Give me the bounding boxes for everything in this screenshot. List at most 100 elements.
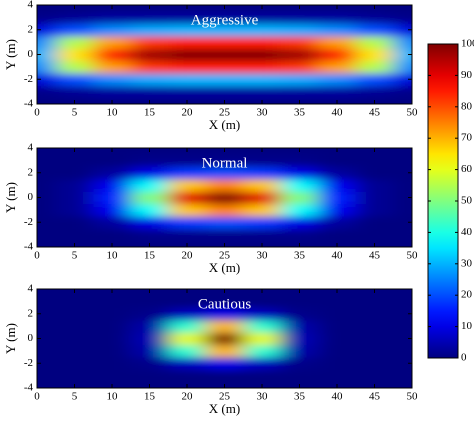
cell — [93, 216, 132, 229]
cell — [318, 319, 357, 333]
x-tick-label: 45 — [369, 250, 381, 262]
colorbar-tick-label: 10 — [461, 320, 473, 332]
chart-title: Cautious — [198, 296, 251, 312]
cell — [243, 23, 282, 37]
cell — [318, 11, 357, 25]
cell — [168, 85, 207, 99]
cell — [37, 166, 57, 180]
cell — [318, 60, 357, 74]
cell — [93, 357, 132, 370]
colorbar-tick-label: 60 — [461, 163, 473, 175]
x-tick-label: 10 — [107, 391, 119, 403]
cell — [393, 332, 412, 346]
cell — [393, 228, 412, 242]
cell — [55, 73, 94, 86]
cell — [318, 154, 357, 168]
x-tick-label: 40 — [332, 250, 344, 262]
colorbar-tick-label: 100 — [461, 38, 474, 50]
x-tick-label: 20 — [182, 250, 194, 262]
cell — [243, 48, 282, 62]
cell — [280, 369, 319, 383]
cell — [55, 166, 94, 180]
cell — [355, 357, 394, 370]
cell — [318, 178, 357, 192]
cell — [355, 344, 394, 358]
cell — [280, 60, 319, 74]
cell — [205, 154, 244, 168]
cell — [393, 48, 412, 62]
cell — [355, 85, 394, 99]
cell — [37, 203, 57, 217]
cell — [93, 295, 132, 309]
cell — [37, 216, 57, 229]
cell — [37, 48, 57, 62]
cell — [55, 48, 94, 62]
cell — [130, 332, 169, 346]
cell — [55, 332, 94, 346]
cell — [37, 240, 57, 247]
cell — [168, 319, 207, 333]
cell — [168, 191, 207, 205]
cell — [393, 154, 412, 168]
y-tick-label: 4 — [28, 0, 34, 11]
x-tick-label: 10 — [107, 250, 119, 262]
cell — [318, 166, 357, 180]
cell — [130, 369, 169, 383]
cell — [37, 23, 57, 37]
cell — [130, 35, 169, 49]
y-tick-label: 2 — [28, 307, 34, 319]
cell — [393, 344, 412, 358]
y-axis-label: Y (m) — [3, 323, 18, 354]
cell — [130, 319, 169, 333]
cell — [93, 369, 132, 383]
x-tick-label: 30 — [257, 107, 269, 119]
cell — [55, 228, 94, 242]
x-tick-label: 25 — [219, 107, 231, 119]
cell — [205, 307, 244, 321]
y-tick-label: -4 — [24, 98, 34, 110]
colorbar-tick-label: 70 — [461, 132, 473, 144]
cell — [280, 319, 319, 333]
cell — [355, 216, 394, 229]
x-tick-label: 35 — [294, 250, 306, 262]
cell — [168, 344, 207, 358]
cell — [130, 216, 169, 229]
y-axis-label: Y (m) — [3, 39, 18, 70]
x-tick-label: 20 — [182, 107, 194, 119]
colorbar-tick-label: 90 — [461, 69, 473, 81]
cell — [393, 295, 412, 309]
cell — [355, 228, 394, 242]
cell — [393, 178, 412, 192]
cell — [93, 203, 132, 217]
cell — [130, 85, 169, 99]
cell — [37, 319, 57, 333]
cell — [205, 191, 244, 205]
cell — [130, 73, 169, 86]
cell — [318, 191, 357, 205]
cell — [168, 11, 207, 25]
cell — [55, 178, 94, 192]
colorbar-tick-label: 0 — [461, 352, 467, 364]
cell — [393, 23, 412, 37]
cell — [37, 307, 57, 321]
cell — [280, 178, 319, 192]
x-tick-label: 25 — [219, 391, 231, 403]
cell — [205, 35, 244, 49]
cell — [93, 319, 132, 333]
cell — [205, 23, 244, 37]
x-tick-label: 50 — [407, 107, 419, 119]
cell — [37, 85, 57, 99]
x-tick-label: 5 — [72, 107, 78, 119]
y-tick-label: -2 — [24, 216, 33, 228]
cell — [130, 178, 169, 192]
x-tick-label: 50 — [407, 250, 419, 262]
y-tick-label: 0 — [28, 332, 34, 344]
cell — [393, 73, 412, 86]
cell — [168, 154, 207, 168]
x-tick-label: 5 — [72, 250, 78, 262]
cell — [130, 295, 169, 309]
cell — [55, 154, 94, 168]
cell — [37, 60, 57, 74]
cell — [37, 357, 57, 370]
